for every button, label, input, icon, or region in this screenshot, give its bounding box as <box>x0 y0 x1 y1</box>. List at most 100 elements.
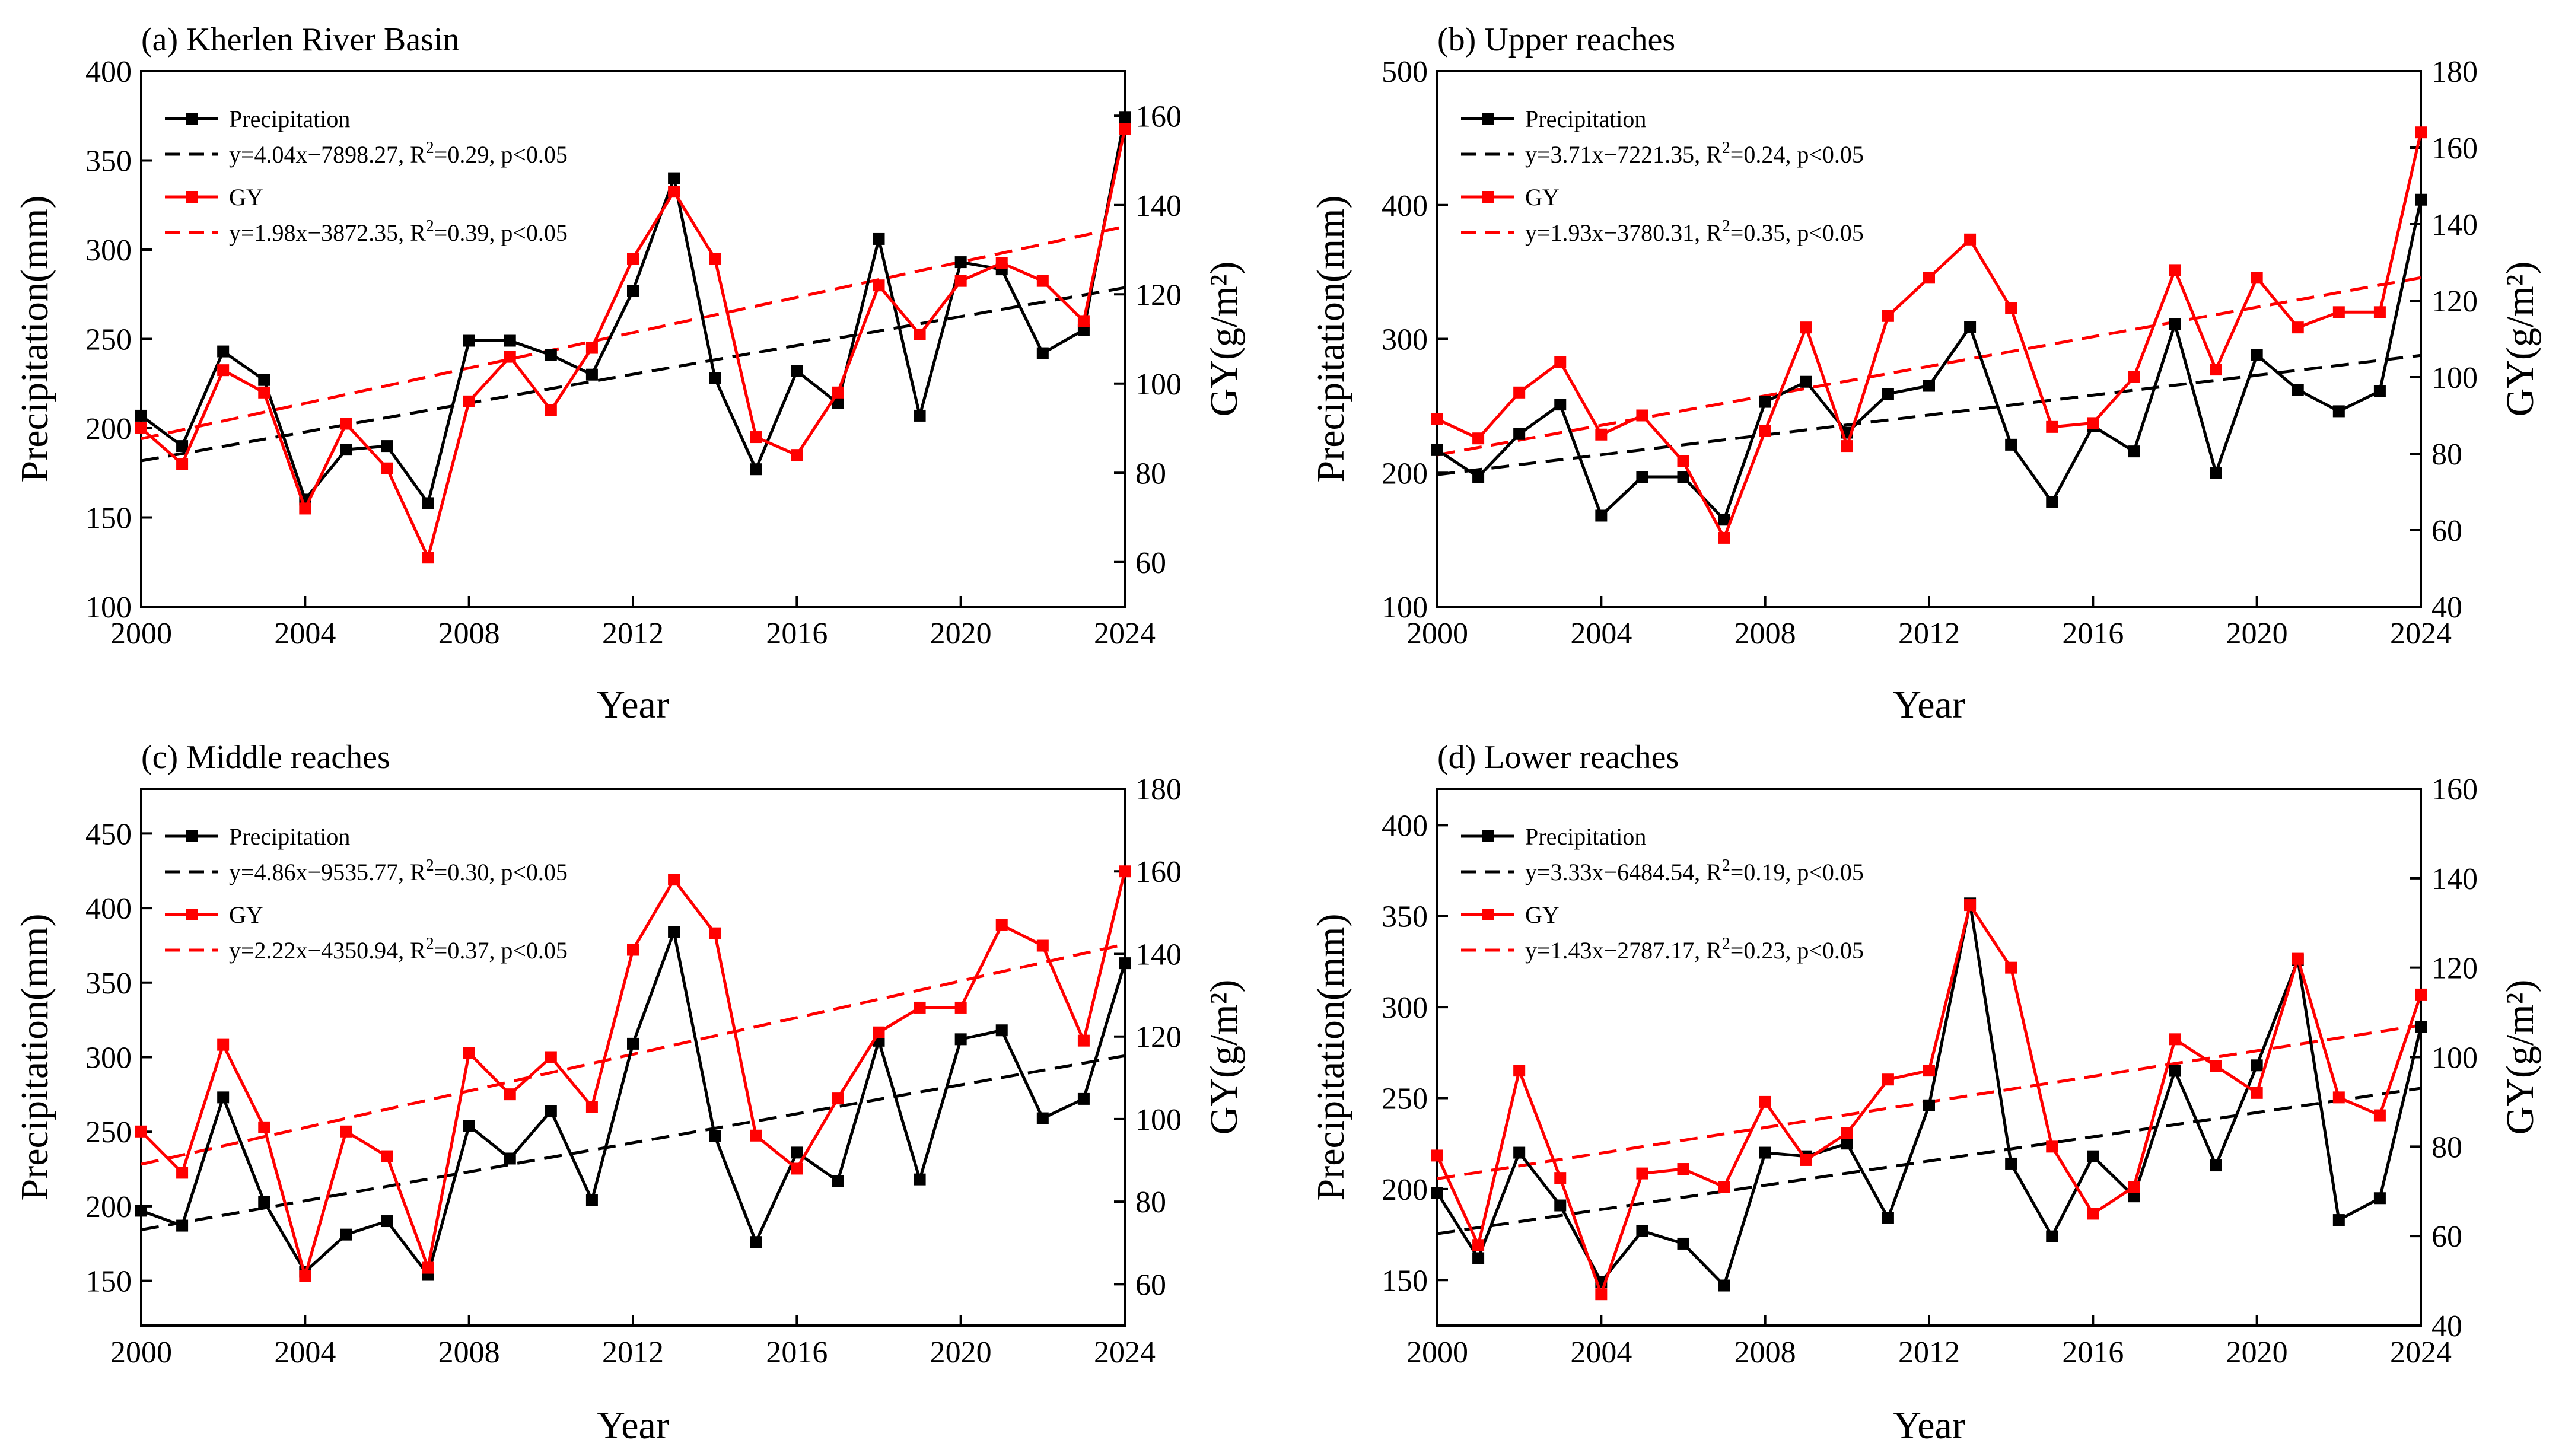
chart-c-precip-point <box>176 1219 189 1232</box>
chart-d-gy-point <box>1800 1154 1812 1166</box>
chart-c-legend-precip-eq-main: y=4.86x−9535.77, R <box>229 859 426 885</box>
chart-b-x-tick-label: 2016 <box>2062 617 2124 651</box>
chart-b-precip-point <box>1554 399 1567 411</box>
chart-c-y-tick-label: 150 <box>85 1265 132 1299</box>
chart-c-gy-point <box>299 1270 311 1282</box>
chart-a-precip-point <box>832 397 844 409</box>
chart-d-legend-gy-marker <box>1482 909 1494 920</box>
chart-c-precip-point <box>1119 957 1131 970</box>
chart-d-gy-point <box>2169 1033 2181 1046</box>
chart-d-precip-point <box>1636 1225 1648 1237</box>
chart-c-precip-point <box>217 1091 230 1104</box>
chart-a-y2-tick-label: 140 <box>1135 189 1182 223</box>
chart-a-precip-point <box>709 372 721 384</box>
chart-c-precip-point <box>832 1175 844 1187</box>
chart-b-gy-point <box>2332 306 2345 318</box>
chart-d-precip-point <box>2251 1059 2263 1072</box>
chart-a-legend-precip-marker <box>186 113 198 125</box>
chart-a-precip-point <box>1077 324 1090 336</box>
chart-c-gy-point <box>585 1101 598 1113</box>
chart-b-x-tick-label: 2012 <box>1898 617 1960 651</box>
chart-b-gy-point <box>1841 440 1853 453</box>
chart-b-y-tick-label: 200 <box>1382 457 1428 490</box>
chart-d-gy-point <box>2087 1208 2099 1220</box>
chart-b-precip-point <box>2169 318 2181 330</box>
chart-b-gy-point <box>1759 425 1771 437</box>
chart-b-gy-point <box>1431 413 1443 425</box>
chart-a-y-axis-label: Precipitation(mm) <box>13 196 56 483</box>
chart-d-gy-point <box>1595 1288 1608 1301</box>
chart-c-precip-point <box>914 1173 926 1186</box>
chart-d-precip-point <box>1513 1146 1526 1159</box>
chart-a-x-tick-label: 2016 <box>766 617 828 651</box>
chart-d-legend-gy-equation: y=1.43x−2787.17, R2=0.23, p<0.05 <box>1525 935 1864 964</box>
chart-a-y2-tick-label: 100 <box>1135 368 1182 402</box>
chart-d-legend-precip-marker <box>1482 830 1494 842</box>
chart-b-precip-line <box>1436 199 2423 521</box>
chart-d-precip-point <box>1554 1199 1567 1212</box>
chart-c-gy-point <box>463 1047 475 1059</box>
chart-b-precip-point <box>2332 405 2345 418</box>
chart-b-x-tick-label: 2004 <box>1570 617 1632 651</box>
chart-b-gy-point <box>2251 272 2263 284</box>
chart-d-gy-point <box>2210 1060 2222 1072</box>
chart-a-precip-point <box>1036 347 1049 359</box>
chart-a-precip-point <box>750 463 762 476</box>
chart-b-y2-tick-label: 120 <box>2431 285 2478 318</box>
chart-b-gy-point <box>2373 306 2386 318</box>
chart-b-precip-point <box>1759 396 1771 408</box>
chart-d-legend-precip-eq-tail: =0.19, p<0.05 <box>1730 859 1864 885</box>
chart-d-precip-point <box>1472 1252 1485 1264</box>
chart-b-gy-point <box>1964 233 1977 246</box>
chart-a-gy-point <box>422 552 434 564</box>
chart-b-precip-point <box>1718 514 1730 526</box>
chart-b-gy-point <box>2087 417 2099 429</box>
chart-c-y2-tick-label: 80 <box>1135 1186 1166 1219</box>
chart-b-gy-point <box>1882 310 1894 322</box>
chart-b-gy-point <box>1513 386 1526 399</box>
chart-c-precip-point <box>135 1205 147 1217</box>
chart-a-gy-point <box>176 458 189 470</box>
chart-b-precip-point <box>1595 509 1608 522</box>
chart-a-gy-point <box>217 364 230 377</box>
chart-d-legend-precip-label: Precipitation <box>1525 823 1646 850</box>
chart-a-x-tick-label: 2024 <box>1094 617 1156 651</box>
chart-d-precip-point <box>2210 1159 2222 1172</box>
chart-b-gy-point <box>2292 321 2304 334</box>
chart-c-x-tick-label: 2012 <box>602 1336 664 1369</box>
chart-c-precip-point <box>340 1228 352 1241</box>
chart-c-legend-precip-equation: y=4.86x−9535.77, R2=0.30, p<0.05 <box>229 856 568 885</box>
chart-c-y-tick-label: 300 <box>85 1041 132 1075</box>
chart-c-legend-gy-eq-main: y=2.22x−4350.94, R <box>229 937 426 964</box>
chart-b-x-axis-label: Year <box>1893 683 1965 718</box>
chart-b-legend-gy-eq-main: y=1.93x−3780.31, R <box>1525 219 1722 246</box>
chart-a-x-tick-label: 2020 <box>930 617 992 651</box>
chart-d-x-tick-label: 2024 <box>2390 1336 2452 1369</box>
chart-a-gy-trendline <box>141 225 1125 441</box>
chart-a-gy-point <box>545 404 557 416</box>
chart-a-gy-point <box>791 449 803 461</box>
chart-a-y-tick-label: 400 <box>85 55 132 89</box>
chart-a-gy-point <box>995 257 1008 269</box>
chart-b-legend-gy-eq-sup: 2 <box>1722 217 1730 235</box>
chart-b-legend-gy-eq-tail: =0.35, p<0.05 <box>1730 219 1864 246</box>
chart-d-svg: (d) Lower reaches 2000 2004 2008 2012 2016 202… <box>1309 739 2542 1447</box>
chart-a-title: (a) Kherlen River Basin <box>141 21 459 58</box>
chart-b-precip-point <box>2210 467 2222 479</box>
chart-c-precip-point <box>709 1130 721 1142</box>
chart-d-precip-point <box>1759 1146 1771 1159</box>
chart-a-gy-point <box>258 386 270 399</box>
chart-c-gy-point <box>217 1038 230 1051</box>
chart-d-gy-point <box>1759 1095 1771 1108</box>
chart-c-legend-gy-equation: y=2.22x−4350.94, R2=0.37, p<0.05 <box>229 935 568 964</box>
chart-b-precip-point <box>2251 349 2263 361</box>
chart-a-legend-precip-equation: y=4.04x−7898.27, R2=0.29, p<0.05 <box>229 139 568 168</box>
chart-c-y2-tick-label: 100 <box>1135 1103 1182 1137</box>
chart-d-y-tick-label: 150 <box>1382 1264 1428 1298</box>
chart-a-gy-point <box>340 418 352 430</box>
chart-c-y-tick-label: 400 <box>85 892 132 926</box>
chart-b-precip-point <box>1923 380 1935 392</box>
chart-a-gy-point <box>1077 315 1090 327</box>
chart-b-title: (b) Upper reaches <box>1437 21 1675 58</box>
chart-c-y2-axis-label: GY(g/m²) <box>1202 980 1246 1135</box>
